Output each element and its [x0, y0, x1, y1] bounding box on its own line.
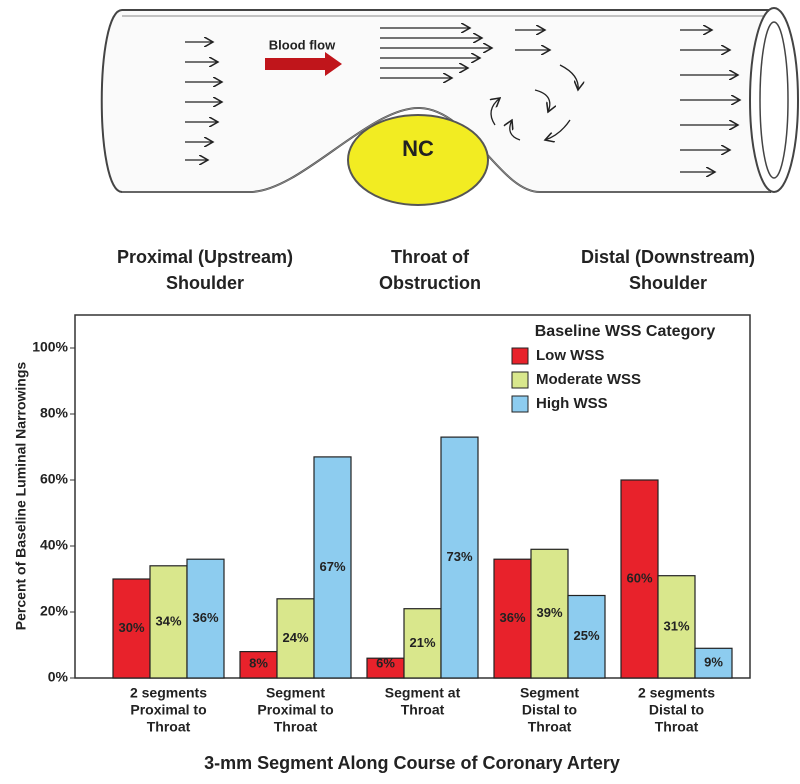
x-tick-label: Proximal to — [257, 702, 333, 718]
legend-label: Low WSS — [536, 347, 604, 364]
value-label: 25% — [573, 628, 599, 643]
region-label: Proximal (Upstream) — [117, 247, 293, 267]
bar — [276, 598, 315, 679]
flow-arrow — [265, 52, 342, 76]
value-label: 30% — [118, 620, 144, 635]
bar — [694, 647, 733, 679]
plaque-label: NC — [402, 136, 434, 161]
x-tick-label: Proximal to — [130, 702, 206, 718]
value-label: 8% — [249, 655, 268, 670]
bar — [530, 548, 569, 679]
x-tick-label: Distal to — [522, 702, 577, 718]
x-tick-label: Throat — [655, 719, 699, 735]
value-label: 39% — [536, 605, 562, 620]
x-tick-label: 2 segments — [130, 685, 207, 701]
value-label: 36% — [192, 610, 218, 625]
bar — [567, 594, 606, 679]
y-tick-label: 20% — [40, 603, 69, 619]
bar — [440, 436, 479, 679]
value-label: 36% — [499, 610, 525, 625]
vessel-diagram: NC Blood flow — [100, 7, 799, 206]
x-tick-label: Distal to — [649, 702, 704, 718]
y-tick-label: 100% — [32, 339, 68, 355]
x-tick-label: Throat — [528, 719, 572, 735]
legend-title: Baseline WSS Category — [535, 323, 716, 340]
legend-swatch — [511, 395, 529, 413]
region-label: Shoulder — [166, 273, 244, 293]
x-tick-label: Throat — [274, 719, 318, 735]
value-label: 67% — [319, 559, 345, 574]
plaque — [347, 114, 489, 206]
y-tick-label: 80% — [40, 405, 69, 421]
x-tick-label: Segment — [520, 685, 579, 701]
y-axis-title: Percent of Baseline Luminal Narrowings — [13, 362, 29, 631]
x-tick-label: 2 segments — [638, 685, 715, 701]
flow-arrows — [185, 28, 740, 172]
y-tick-label: 0% — [48, 669, 69, 685]
legend-swatch — [511, 371, 529, 389]
bar — [112, 578, 151, 679]
value-label: 60% — [626, 570, 652, 585]
bar — [313, 456, 352, 679]
legend-label: Moderate WSS — [536, 371, 641, 388]
flow-label: Blood flow — [269, 37, 336, 52]
bar — [493, 558, 532, 679]
y-tick-label: 60% — [40, 471, 69, 487]
region-label: Distal (Downstream) — [581, 247, 755, 267]
legend-swatch — [511, 347, 529, 365]
value-label: 34% — [155, 613, 181, 628]
bar — [657, 575, 696, 679]
value-label: 21% — [409, 635, 435, 650]
region-label: Obstruction — [379, 273, 481, 293]
bar — [186, 558, 225, 679]
vessel-opening-inner — [759, 21, 789, 179]
bar — [620, 479, 659, 679]
x-tick-label: Throat — [147, 719, 191, 735]
region-label: Shoulder — [629, 273, 707, 293]
vessel-lumen — [122, 107, 770, 193]
x-tick-label: Segment at — [385, 685, 461, 701]
value-label: 73% — [446, 549, 472, 564]
y-tick-label: 40% — [40, 537, 69, 553]
legend-label: High WSS — [536, 395, 608, 412]
value-label: 6% — [376, 655, 395, 670]
x-tick-label: Segment — [266, 685, 325, 701]
x-axis-title: 3-mm Segment Along Course of Coronary Ar… — [204, 753, 620, 773]
value-label: 31% — [663, 618, 689, 633]
bar — [149, 565, 188, 679]
value-label: 24% — [282, 630, 308, 645]
x-tick-label: Throat — [401, 702, 445, 718]
region-label: Throat of — [391, 247, 470, 267]
value-label: 9% — [704, 655, 723, 670]
